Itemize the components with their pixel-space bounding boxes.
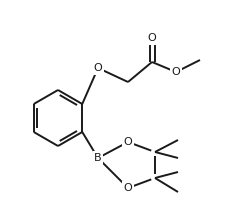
Text: O: O [124,183,132,193]
Text: O: O [124,137,132,147]
Text: B: B [94,153,102,163]
Text: O: O [148,33,156,43]
Text: O: O [94,63,102,73]
Text: O: O [172,67,180,77]
